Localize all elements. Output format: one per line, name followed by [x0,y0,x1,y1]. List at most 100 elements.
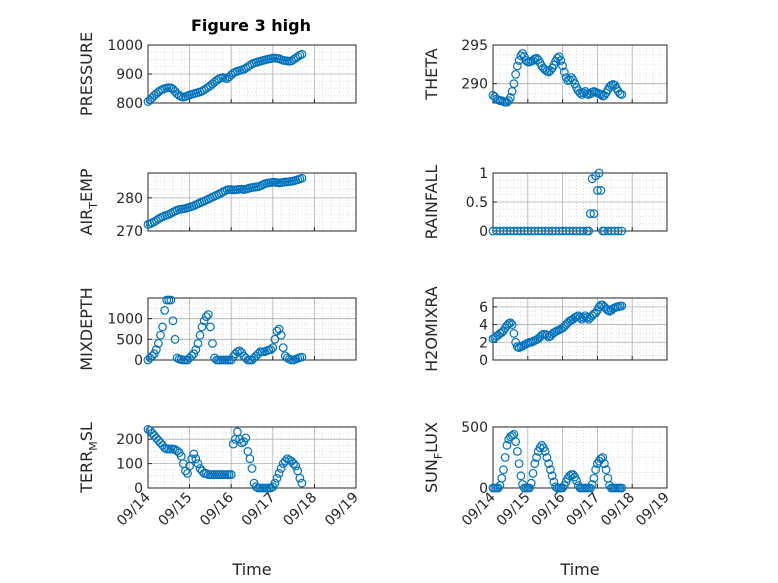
series-markers [488,300,627,353]
data-point [278,343,288,353]
data-point [276,330,286,340]
data-point [589,209,599,219]
y-tick-label: 270 [116,224,143,240]
subplot-4: 0 0.5 1 RAINFALL [422,165,668,240]
figure-title: Figure 3 high [191,16,311,35]
data-point [274,324,284,334]
data-point [547,226,557,236]
data-point [558,226,567,236]
data-point [516,226,526,236]
data-point [497,473,507,483]
series-markers [488,168,627,236]
data-point [516,51,526,61]
data-point [502,226,512,236]
data-point [187,454,197,464]
data-point [514,459,524,469]
data-point [507,320,517,329]
y-tick-label: 200 [116,432,143,448]
data-point [509,226,519,236]
data-point [253,349,263,359]
data-point [544,459,554,469]
data-point [193,459,203,469]
data-point [519,226,529,236]
data-point [201,312,211,322]
data-point [201,468,211,478]
series-markers [143,49,307,106]
data-point [266,345,276,355]
y-axis-label: PRESSURE [77,32,96,116]
plot-area [148,427,356,488]
data-point [506,93,515,102]
data-point [189,349,199,359]
data-point [526,478,536,488]
data-point [295,473,305,483]
data-point [617,483,627,493]
data-point [546,465,555,475]
data-point [540,447,550,456]
data-point [613,226,623,236]
data-point [160,306,170,315]
series-markers [143,173,307,229]
y-axis-label: RAINFALL [422,165,441,240]
data-point [158,322,167,332]
plot-area [148,173,356,231]
y-tick-label: 6 [479,300,488,316]
data-point [512,226,522,236]
data-point [587,479,597,489]
data-point [270,334,280,344]
data-point [512,61,522,71]
data-point [210,353,219,363]
data-point [516,471,526,481]
y-tick-label: 4 [479,318,488,334]
data-point [270,478,280,488]
data-point [532,453,541,462]
data-point [599,226,609,236]
y-tick-label: 0 [479,481,488,497]
subplot-2: 290 295 THETA [422,38,668,107]
data-point [276,464,286,473]
data-point [575,313,585,322]
data-point [596,90,606,99]
data-point [297,173,307,183]
y-axis-label: H2OMIXRA [422,286,441,372]
data-point [593,185,602,195]
series-markers [143,425,307,493]
data-point [282,353,292,363]
data-point [594,168,604,178]
data-point [172,353,182,363]
data-point [559,67,569,77]
data-point [488,226,498,236]
axes-box [492,297,668,361]
data-point [203,310,213,319]
data-point [528,468,538,478]
y-tick-label: 280 [116,191,143,207]
data-point [499,465,508,475]
data-point [603,226,613,236]
y-tick-label: 0 [479,353,488,369]
subplot-3: 270 280 AIRTEMP [77,168,357,240]
data-point [195,330,205,340]
data-point [601,465,611,475]
y-tick-label: 1000 [107,38,143,54]
data-point [596,185,606,195]
data-point [166,295,176,305]
data-point [149,349,159,359]
data-point [251,482,261,492]
data-point [575,226,585,236]
data-point [191,345,201,355]
y-axis-label: AIRTEMP [77,168,100,235]
y-tick-label: 290 [461,77,488,93]
data-point [280,456,290,466]
data-point [199,316,209,326]
y-tick-label: 0.5 [466,195,488,211]
data-point [525,483,534,493]
plot-area [148,298,356,360]
series-markers [143,295,307,365]
x-axis-label: Time [559,560,599,579]
data-point [530,226,540,236]
series-markers [488,49,627,107]
subplot-1: 800 900 1000 PRESSURE [77,32,357,116]
data-point [174,91,184,100]
data-point [289,459,299,469]
